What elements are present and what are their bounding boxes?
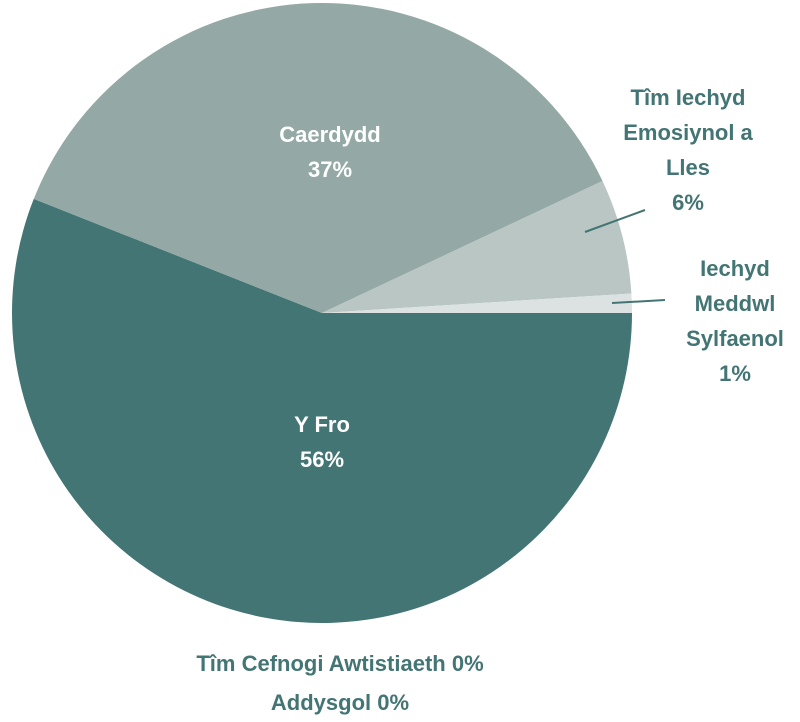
slice-label: Addysgol 0% <box>100 685 580 720</box>
pie-slice <box>11 198 633 624</box>
value-label: 0% <box>377 690 410 715</box>
slice-label: Caerdydd 37% <box>230 117 430 187</box>
category-name: Tîm Iechyd Emosiynol a Lles <box>623 85 753 180</box>
category-name: Addysgol <box>270 690 372 715</box>
value-label: 6% <box>672 190 704 215</box>
slice-label: Tîm Cefnogi Awtistiaeth 0% <box>100 646 580 681</box>
category-name: Y Fro <box>294 412 350 437</box>
pie-slice <box>322 181 632 313</box>
pie-slice <box>322 293 632 313</box>
category-name: Iechyd Meddwl Sylfaenol <box>686 256 784 351</box>
slice-label: Iechyd Meddwl Sylfaenol 1% <box>665 251 800 391</box>
category-name: Caerdydd <box>279 122 381 147</box>
leader-line <box>611 299 666 304</box>
value-label: 1% <box>719 361 751 386</box>
slice-label: Tîm Iechyd Emosiynol a Lles 6% <box>615 80 761 220</box>
pie-slice <box>33 3 603 314</box>
value-label: 56% <box>299 447 345 472</box>
slice-label: Y Fro 56% <box>222 407 422 477</box>
category-name: Tîm Cefnogi Awtistiaeth <box>196 651 446 676</box>
value-label: 0% <box>451 651 484 676</box>
leader-line <box>584 209 646 233</box>
value-label: 37% <box>307 157 353 182</box>
